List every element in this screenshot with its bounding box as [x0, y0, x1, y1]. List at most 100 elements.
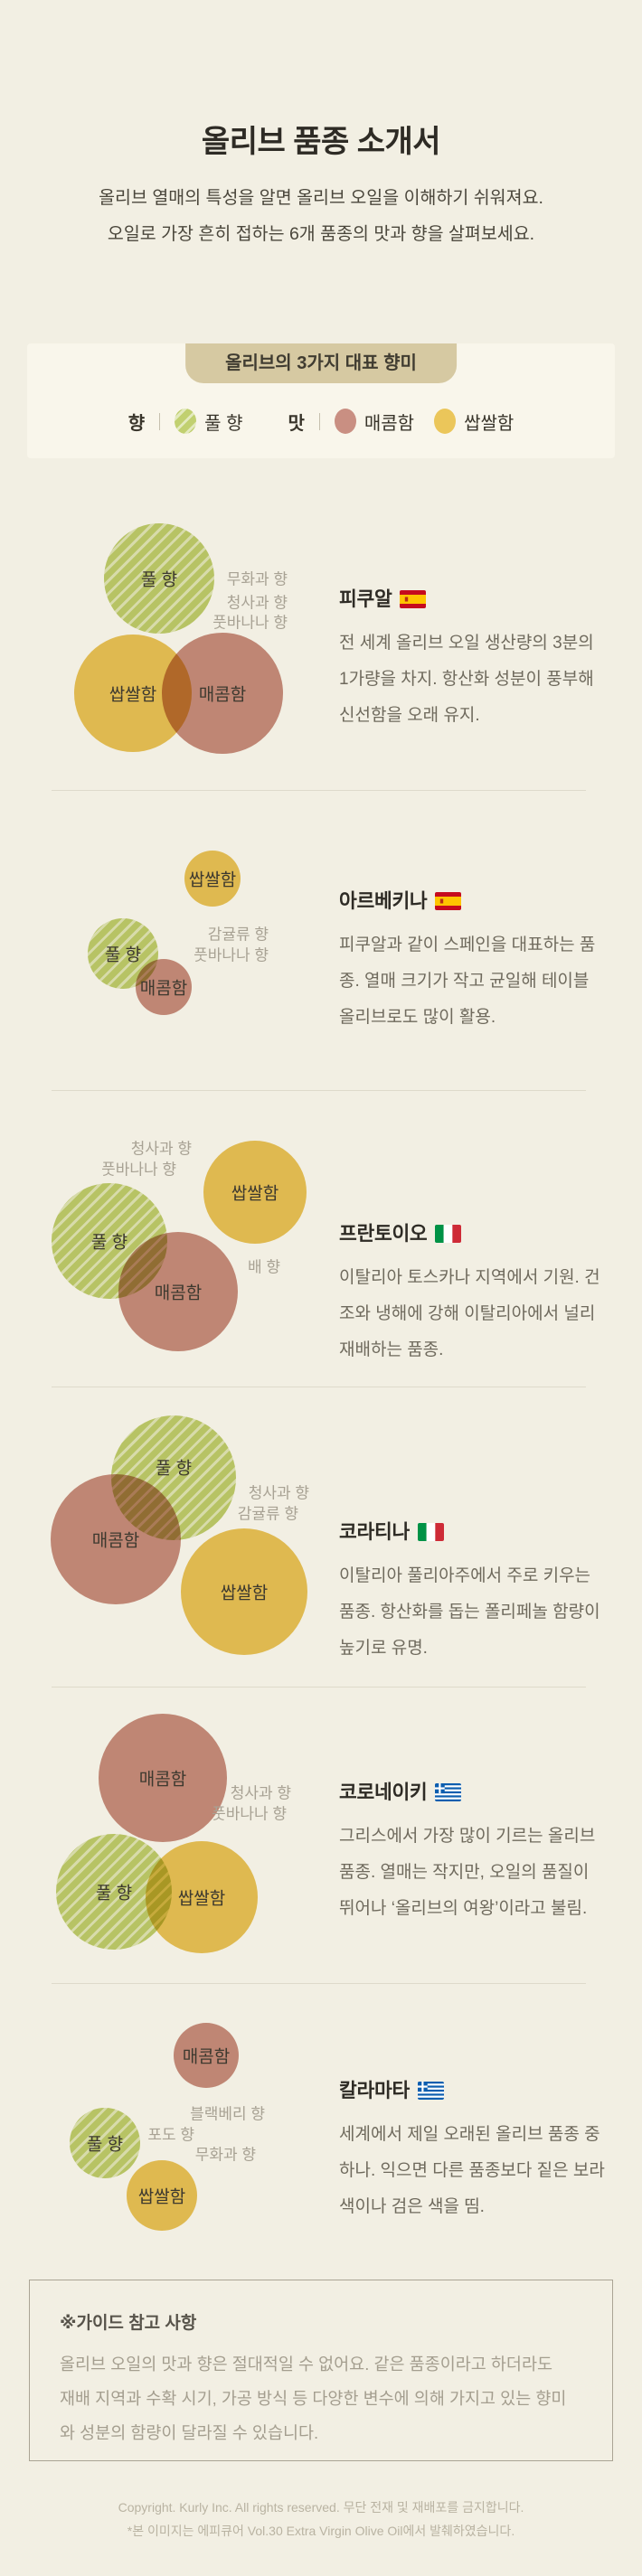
variety-description: 그리스에서 가장 많이 기르는 올리브 품종. 열매는 작지만, 오일의 품질이… — [339, 1827, 596, 1918]
flavor-circle-bitter — [146, 1841, 258, 1953]
bitter-taste-swatch-icon — [434, 409, 457, 434]
aroma-note: 풋바나나 향 — [212, 614, 288, 632]
copyright-footer: Copyright. Kurly Inc. All rights reserve… — [0, 2496, 642, 2543]
flavor-circle-bitter — [181, 1528, 307, 1655]
italy-flag-icon — [417, 1523, 444, 1541]
guide-note-title: ※가이드 참고 사항 — [60, 2314, 197, 2333]
flavor-circle-label: 매콤함 — [138, 1770, 187, 1790]
flavor-circle-bitter — [184, 851, 241, 907]
flavor-circle-spicy — [51, 1474, 181, 1604]
aroma-note: 포도 향 — [147, 2126, 194, 2144]
legend-row: 향 풀 향 맛 매콤함 쌉쌀함 — [27, 409, 615, 434]
aroma-note: 블랙베리 향 — [190, 2105, 265, 2123]
variety-name: 아르베키나 — [339, 890, 428, 912]
subtitle-line-1: 올리브 열매의 특성을 알면 올리브 오일을 이해하기 쉬워져요. — [99, 188, 543, 208]
variety-name: 코로네이키 — [339, 1782, 428, 1803]
flavor-circle-label: 매콤함 — [91, 1531, 140, 1551]
variety-description: 세계에서 제일 오래된 올리브 품종 중 하나. 익으면 다른 품종보다 짙은 … — [339, 2125, 605, 2216]
variety-description: 전 세계 올리브 오일 생산량의 3분의 1가량을 차지. 항산화 성분이 풍부… — [339, 634, 594, 725]
flavor-circle-label: 쌉쌀함 — [231, 1184, 279, 1204]
legend-category-scent: 향 — [127, 413, 146, 434]
flavor-circle-label: 쌉쌀함 — [220, 1584, 269, 1603]
flavor-circle-spicy — [99, 1714, 227, 1842]
italy-flag-icon — [435, 1225, 462, 1243]
flavor-circle-label: 쌉쌀함 — [188, 870, 237, 890]
source-line: *본 이미지는 에피큐어 Vol.30 Extra Virgin Olive O… — [127, 2524, 515, 2538]
legend-label-spicy: 매콤함 — [363, 413, 415, 434]
subtitle-line-2: 오일로 가장 흔히 접하는 6개 품종의 맛과 향을 살펴보세요. — [107, 224, 535, 244]
variety-sections: 풀 향 쌉쌀함 매콤함 무화과 향 청사과 향 풋바나나 향 피쿠알 전 세계 올리브 오… — [0, 458, 642, 2280]
spain-flag-icon — [435, 892, 462, 910]
spicy-taste-swatch-icon — [334, 409, 356, 434]
flavor-circle-label: 풀 향 — [86, 2135, 124, 2155]
flavor-circle-label: 풀 향 — [140, 570, 178, 590]
copyright-line: Copyright. Kurly Inc. All rights reserve… — [118, 2500, 524, 2515]
flavor-circle-label: 매콤함 — [198, 685, 247, 705]
aroma-note: 무화과 향 — [226, 570, 288, 588]
flavor-circle-label: 매콤함 — [139, 979, 188, 999]
flavor-circle-label: 쌉쌀함 — [177, 1889, 226, 1909]
aroma-note: 청사과 향 — [226, 594, 288, 612]
aroma-note: 풋바나나 향 — [194, 946, 269, 964]
aroma-note: 감귤류 향 — [237, 1505, 298, 1523]
flavor-circle-bitter — [203, 1141, 307, 1244]
guide-note-box: ※가이드 참고 사항 올리브 오일의 맛과 향은 절대적일 수 없어요. 같은 … — [29, 2280, 613, 2461]
legend-separator — [318, 412, 320, 430]
flavor-circle-label: 쌉쌀함 — [137, 2187, 186, 2207]
flavor-circle-spicy — [136, 959, 192, 1015]
legend-separator — [159, 412, 161, 430]
legend-category-taste: 맛 — [288, 413, 305, 434]
variety-name: 칼라마타 — [339, 2080, 410, 2101]
flavor-circle-grass — [56, 1834, 172, 1950]
greece-flag-icon — [417, 2082, 444, 2100]
flavor-circle-spicy — [162, 633, 283, 754]
guide-note-body: 올리브 오일의 맛과 향은 절대적일 수 없어요. 같은 품종이라고 하더라도 … — [60, 2355, 567, 2442]
aroma-note: 무화과 향 — [194, 2146, 256, 2164]
aroma-note: 청사과 향 — [130, 1140, 192, 1158]
legend-label-bitter: 쌉쌀함 — [464, 413, 515, 434]
flavor-circle-label: 풀 향 — [104, 945, 142, 965]
flavor-circle-grass — [104, 523, 214, 634]
flavor-circle-label: 매콤함 — [182, 2047, 231, 2067]
variety-name: 코라티나 — [339, 1521, 410, 1543]
variety-description: 이탈리아 토스카나 지역에서 기원. 건조와 냉해에 강해 이탈리아에서 널리 … — [339, 1268, 600, 1359]
flavor-circle-bitter — [127, 2160, 197, 2231]
flavor-legend-card: 올리브의 3가지 대표 향미 — [27, 343, 615, 458]
aroma-note: 감귤류 향 — [207, 926, 269, 944]
aroma-note: 청사과 향 — [230, 1784, 291, 1802]
greece-flag-icon — [435, 1783, 462, 1801]
variety-description: 피쿠알과 같이 스페인을 대표하는 품종. 열매 크기가 작고 균일해 테이블 … — [339, 935, 596, 1027]
variety-description: 이탈리아 풀리아주에서 주로 키우는 품종. 항산화를 돕는 폴리페놀 함량이 … — [339, 1566, 600, 1658]
variety-name: 피쿠알 — [339, 588, 392, 610]
legend-badge: 올리브의 3가지 대표 향미 — [185, 343, 457, 383]
aroma-note: 배 향 — [247, 1258, 280, 1276]
flavor-circle-label: 풀 향 — [95, 1884, 133, 1904]
grass-scent-swatch-icon — [175, 409, 197, 434]
flavor-circle-label: 풀 향 — [155, 1459, 193, 1479]
spain-flag-icon — [400, 590, 427, 608]
flavor-circle-label: 매콤함 — [154, 1283, 203, 1303]
flavor-circle-label: 쌉쌀함 — [109, 685, 157, 705]
aroma-note: 풋바나나 향 — [101, 1161, 176, 1179]
aroma-note: 청사과 향 — [248, 1484, 309, 1502]
flavor-circle-grass — [70, 2108, 140, 2178]
page-subtitle: 올리브 열매의 특성을 알면 올리브 오일을 이해하기 쉬워져요. 오일로 가장… — [0, 180, 642, 252]
aroma-note: 풋바나나 향 — [212, 1805, 287, 1823]
page-title: 올리브 품종 소개서 — [201, 124, 441, 159]
flavor-circle-spicy — [174, 2023, 239, 2088]
flavor-circle-spicy — [118, 1232, 238, 1351]
flavor-circle-label: 풀 향 — [90, 1233, 128, 1253]
legend-label-grass: 풀 향 — [204, 413, 243, 434]
